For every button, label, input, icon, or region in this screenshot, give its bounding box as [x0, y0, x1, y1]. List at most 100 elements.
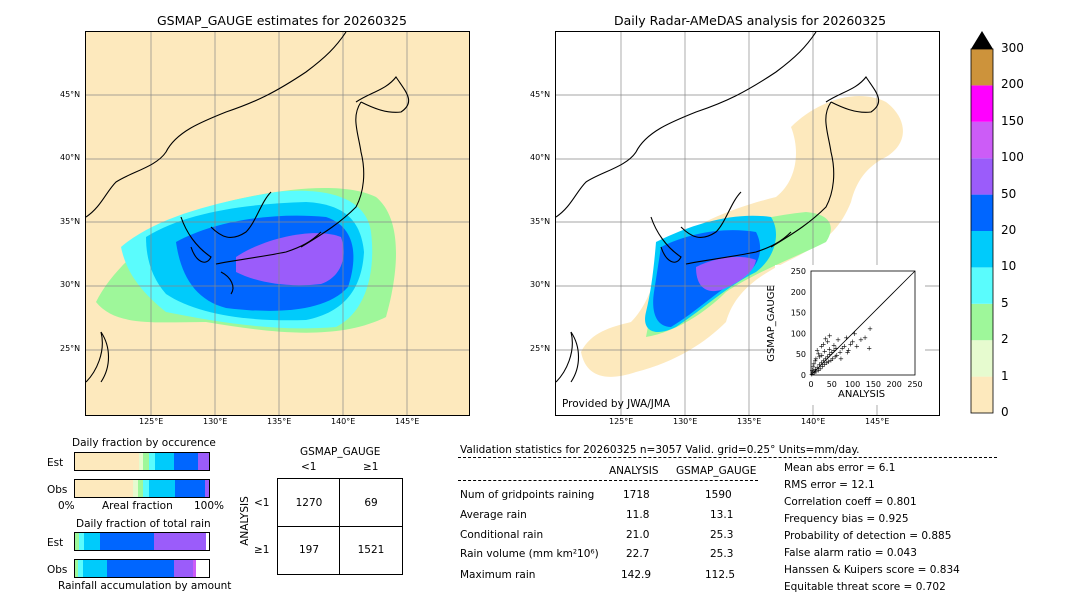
validation-row-analysis: 1718	[623, 489, 650, 501]
scatter-point: +	[854, 342, 860, 350]
scatter-point: +	[845, 349, 851, 357]
right-map-title: Daily Radar-AMeDAS analysis for 20260325	[614, 13, 887, 28]
scatter-y-tick: 150	[791, 309, 806, 318]
scatter-point: +	[837, 349, 843, 357]
scatter-point: +	[813, 355, 819, 363]
scatter-point: +	[838, 355, 844, 363]
left-rain-map	[86, 32, 469, 415]
validation-score: RMS error = 12.1	[784, 479, 875, 491]
scatter-y-ticks: 0 50 100 150 200 250	[791, 267, 806, 380]
scatter-point: +	[823, 335, 829, 343]
right-rain-map	[556, 32, 939, 415]
scatter-point: +	[816, 350, 822, 358]
scatter-point: +	[827, 332, 833, 340]
occurrence-axis-left: 0%	[58, 500, 75, 512]
colorbar-segment	[971, 194, 993, 231]
colorbar-label: 2	[1001, 332, 1009, 347]
scatter-point: +	[821, 357, 827, 365]
validation-row-label: Maximum rain	[460, 569, 536, 581]
scatter-y-tick: 50	[796, 350, 806, 359]
scatter-point: +	[841, 342, 847, 350]
scatter-point: +	[828, 357, 834, 365]
validation-row-analysis: 142.9	[621, 569, 652, 581]
colorbar-label: 5	[1001, 295, 1009, 310]
contingency-row-title: ANALYSIS	[238, 496, 251, 546]
scatter-point: +	[811, 369, 817, 377]
scatter-point: +	[812, 357, 818, 365]
scatter-x-tick: 0	[808, 380, 813, 389]
validation-header-rule	[458, 457, 997, 458]
scatter-point: +	[850, 338, 856, 346]
left-lon-tick: 135°E	[267, 417, 292, 426]
validation-col-analysis: ANALYSIS	[609, 465, 659, 477]
colorbar-segment	[971, 231, 993, 268]
validation-row-label: Average rain	[460, 509, 527, 521]
scatter-point: +	[813, 368, 819, 376]
right-lat-tick: 30°N	[530, 280, 551, 289]
scatter-point: +	[816, 361, 822, 369]
total-rain-est-bar	[74, 532, 210, 551]
colorbar-segment	[971, 376, 993, 413]
scatter-x-label: ANALYSIS	[838, 389, 886, 400]
right-map-panel: Provided by JWA/JMA	[555, 31, 940, 416]
scatter-point: +	[834, 352, 840, 360]
contingency-col-label: ≥1	[363, 461, 379, 473]
scatter-point: +	[810, 363, 816, 371]
validation-row-analysis: 22.7	[626, 548, 650, 560]
validation-header: Validation statistics for 20260325 n=305…	[460, 444, 860, 456]
colorbar-segment	[971, 340, 993, 377]
left-map-title: GSMAP_GAUGE estimates for 20260325	[157, 13, 407, 28]
scatter-y-tick: 250	[791, 267, 806, 276]
right-rain-50	[696, 256, 756, 292]
occurrence-est-label: Est	[47, 457, 64, 469]
scatter-x-tick: 200	[887, 380, 902, 389]
validation-row-gsmap: 1590	[705, 489, 732, 501]
validation-score: Probability of detection = 0.885	[784, 530, 952, 542]
occurrence-title: Daily fraction by occurence	[72, 437, 216, 449]
data-credit: Provided by JWA/JMA	[562, 398, 671, 410]
left-rain-50	[236, 233, 344, 286]
validation-row-label: Rain volume (mm km²10⁶)	[460, 548, 599, 560]
scatter-point: +	[848, 340, 854, 348]
scatter-x-tick: 50	[827, 380, 837, 389]
right-lon-tick: 135°E	[737, 417, 762, 426]
scatter-point: +	[816, 353, 822, 361]
contingency-cell: 1270	[295, 496, 323, 509]
colorbar-label: 200	[1001, 77, 1024, 92]
scatter-point: +	[825, 338, 831, 346]
total-rain-title: Daily fraction of total rain	[76, 518, 211, 530]
colorbar-segment	[971, 121, 993, 159]
validation-score: Frequency bias = 0.925	[784, 513, 909, 525]
scatter-x-tick: 250	[907, 380, 922, 389]
validation-score: Equitable threat score = 0.702	[784, 581, 946, 593]
left-map-panel	[85, 31, 470, 416]
left-lon-tick: 140°E	[331, 417, 356, 426]
left-lon-tick: 145°E	[395, 417, 420, 426]
right-lon-tick: 140°E	[801, 417, 826, 426]
scatter-point: +	[858, 336, 864, 344]
scatter-point: +	[829, 349, 835, 357]
scatter-point: +	[825, 353, 831, 361]
scatter-point: +	[831, 347, 837, 355]
scatter-point: +	[826, 346, 832, 354]
scatter-y-tick: 0	[801, 371, 806, 380]
total-rain-footer: Rainfall accumulation by amount	[58, 580, 232, 592]
scatter-point: +	[835, 336, 841, 344]
contingency-row-label: ≥1	[254, 544, 270, 556]
scatter-point: +	[812, 366, 818, 374]
contingency-col-title: GSMAP_GAUGE	[300, 446, 381, 458]
validation-row-label: Num of gridpoints raining	[460, 489, 595, 501]
scatter-point: +	[827, 351, 833, 359]
scatter-point: +	[811, 360, 817, 368]
scatter-point: +	[809, 367, 815, 375]
total-rain-est-label: Est	[47, 537, 64, 549]
scatter-point: +	[830, 355, 836, 363]
total-rain-obs-bar	[74, 559, 210, 578]
scatter-point: +	[820, 362, 826, 370]
scatter-point: +	[818, 359, 824, 367]
colorbar-segments	[971, 49, 993, 413]
scatter-point: +	[819, 352, 825, 360]
right-lat-tick: 40°N	[530, 153, 551, 162]
left-lat-tick: 45°N	[60, 90, 81, 99]
scatter-point: +	[814, 347, 820, 355]
